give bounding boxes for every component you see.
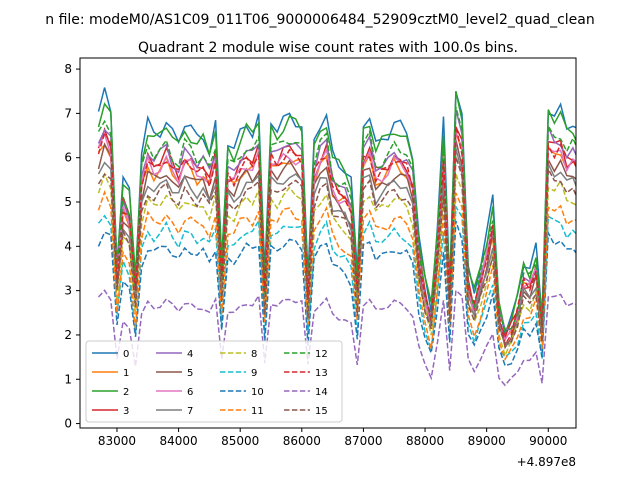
x-tick-label: 89000 bbox=[468, 434, 506, 448]
y-axis: 0 1 2 3 4 5 6 7 8 bbox=[64, 62, 80, 431]
series-line-9 bbox=[97, 204, 576, 360]
series-line-13 bbox=[97, 125, 576, 347]
legend-label-10: 10 bbox=[251, 387, 264, 398]
plot-frame bbox=[79, 57, 577, 429]
x-tick-label: 85000 bbox=[221, 434, 259, 448]
x-axis: 83000 84000 85000 86000 87000 88000 89000 90000 bbox=[98, 428, 567, 448]
legend-label-9: 9 bbox=[251, 368, 257, 379]
legend-label-15: 15 bbox=[315, 406, 328, 417]
figure-suptitle: n file: modeM0/AS1C09_011T06_9000006484_… bbox=[45, 12, 594, 28]
x-tick-label: 88000 bbox=[406, 434, 444, 448]
legend-box bbox=[85, 340, 343, 423]
y-tick-label: 0 bbox=[64, 417, 72, 431]
y-tick-label: 5 bbox=[64, 195, 72, 209]
series-line-15 bbox=[97, 156, 576, 345]
x-axis-offset-label: +4.897e8 bbox=[517, 455, 576, 469]
legend-label-13: 13 bbox=[315, 368, 328, 379]
x-tick-label: 86000 bbox=[283, 434, 321, 448]
x-tick-label: 87000 bbox=[344, 434, 382, 448]
y-tick-label: 6 bbox=[64, 151, 72, 165]
legend-label-8: 8 bbox=[251, 349, 257, 360]
x-tick-label: 90000 bbox=[529, 434, 567, 448]
chart-title: Quadrant 2 module wise count rates with … bbox=[138, 40, 518, 56]
series-line-10 bbox=[97, 220, 576, 367]
legend-label-2: 2 bbox=[123, 387, 129, 398]
y-tick-label: 8 bbox=[64, 62, 72, 76]
legend-label-14: 14 bbox=[315, 387, 328, 398]
series-layer bbox=[97, 87, 576, 387]
legend-label-1: 1 bbox=[123, 368, 129, 379]
x-tick-label: 84000 bbox=[159, 434, 197, 448]
y-tick-label: 4 bbox=[64, 239, 72, 253]
legend-label-7: 7 bbox=[187, 406, 193, 417]
y-tick-label: 1 bbox=[64, 372, 72, 386]
legend-label-5: 5 bbox=[187, 368, 193, 379]
legend-label-11: 11 bbox=[251, 406, 264, 417]
y-tick-label: 3 bbox=[64, 284, 72, 298]
series-line-11 bbox=[97, 190, 576, 362]
legend-label-3: 3 bbox=[123, 406, 129, 417]
legend-label-0: 0 bbox=[123, 349, 129, 360]
legend-label-4: 4 bbox=[187, 349, 193, 360]
y-tick-label: 7 bbox=[64, 106, 72, 120]
series-line-12 bbox=[97, 106, 576, 332]
x-tick-label: 83000 bbox=[98, 434, 136, 448]
legend-label-12: 12 bbox=[315, 349, 328, 360]
series-line-8 bbox=[97, 172, 576, 358]
y-tick-label: 2 bbox=[64, 328, 72, 342]
legend-label-6: 6 bbox=[187, 387, 193, 398]
